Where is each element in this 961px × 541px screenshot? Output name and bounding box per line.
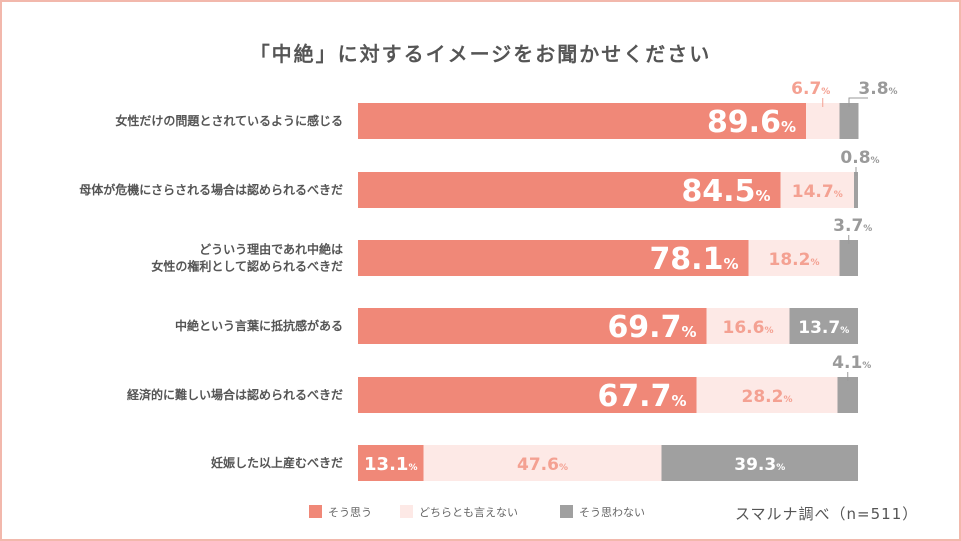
data-label-agree: 69.7% [607, 310, 696, 345]
data-label-neutral: 16.6% [723, 318, 774, 338]
legend-neutral-label: どちらとも言えない [419, 506, 518, 519]
category-label: 母体が危機にさらされる場合は認められるべきだ [79, 182, 343, 197]
category-label: 中絶という言葉に抵抗感がある [175, 318, 343, 333]
bar-neutral [780, 172, 854, 208]
bar-agree [358, 240, 749, 276]
bar-agree [358, 377, 697, 413]
data-label-agree: 84.5% [681, 174, 770, 209]
bar-disagree [837, 377, 858, 413]
data-label-disagree: 4.1% [832, 353, 871, 373]
bar-agree [358, 103, 806, 139]
data-label-disagree: 0.8% [840, 148, 879, 168]
bar-neutral [806, 103, 840, 139]
data-label-neutral: 28.2% [742, 387, 793, 407]
data-label-neutral: 6.7% [791, 79, 830, 99]
leader-line-disagree [848, 97, 868, 107]
legend-agree-label: そう思う [328, 506, 372, 519]
data-label-agree: 13.1% [364, 454, 417, 475]
legend-disagree-swatch [560, 505, 573, 518]
category-label: 経済的に難しい場合は認められるべきだ [127, 387, 343, 402]
bar-neutral [706, 308, 790, 344]
source-note: スマルナ調べ（n=511） [735, 505, 919, 523]
category-label: 女性の権利として認められるべきだ [151, 259, 343, 274]
bar-agree [358, 308, 707, 344]
bar-neutral [696, 377, 838, 413]
data-label-disagree: 3.8% [858, 79, 897, 99]
bar-agree [358, 172, 781, 208]
bar-disagree [854, 172, 858, 208]
data-label-neutral: 18.2% [769, 250, 820, 270]
data-label-agree: 89.6% [707, 105, 796, 140]
chart-title: 「中絶」に対するイメージをお聞かせください [249, 42, 712, 66]
data-label-neutral: 14.7% [792, 182, 843, 202]
bar-disagree [789, 308, 858, 344]
data-label-neutral: 47.6% [517, 455, 568, 475]
data-label-disagree: 39.3% [734, 455, 785, 475]
legend-neutral-swatch [400, 505, 413, 518]
category-label: 妊娠した以上産むべきだ [211, 455, 343, 470]
bar-disagree [839, 103, 859, 139]
bar-disagree [661, 445, 858, 481]
legend-disagree-label: そう思わない [579, 506, 645, 519]
bar-disagree [839, 240, 858, 276]
data-label-agree: 78.1% [649, 242, 738, 277]
bar-neutral [748, 240, 840, 276]
legend-agree-swatch [309, 505, 322, 518]
category-label: どういう理由であれ中絶は [199, 242, 343, 257]
bar-neutral [423, 445, 662, 481]
data-label-agree: 67.7% [597, 379, 686, 414]
data-label-disagree: 13.7% [798, 318, 849, 338]
data-label-disagree: 3.7% [833, 216, 872, 236]
bar-agree [358, 445, 424, 481]
category-label: 女性だけの問題とされているように感じる [115, 113, 343, 128]
